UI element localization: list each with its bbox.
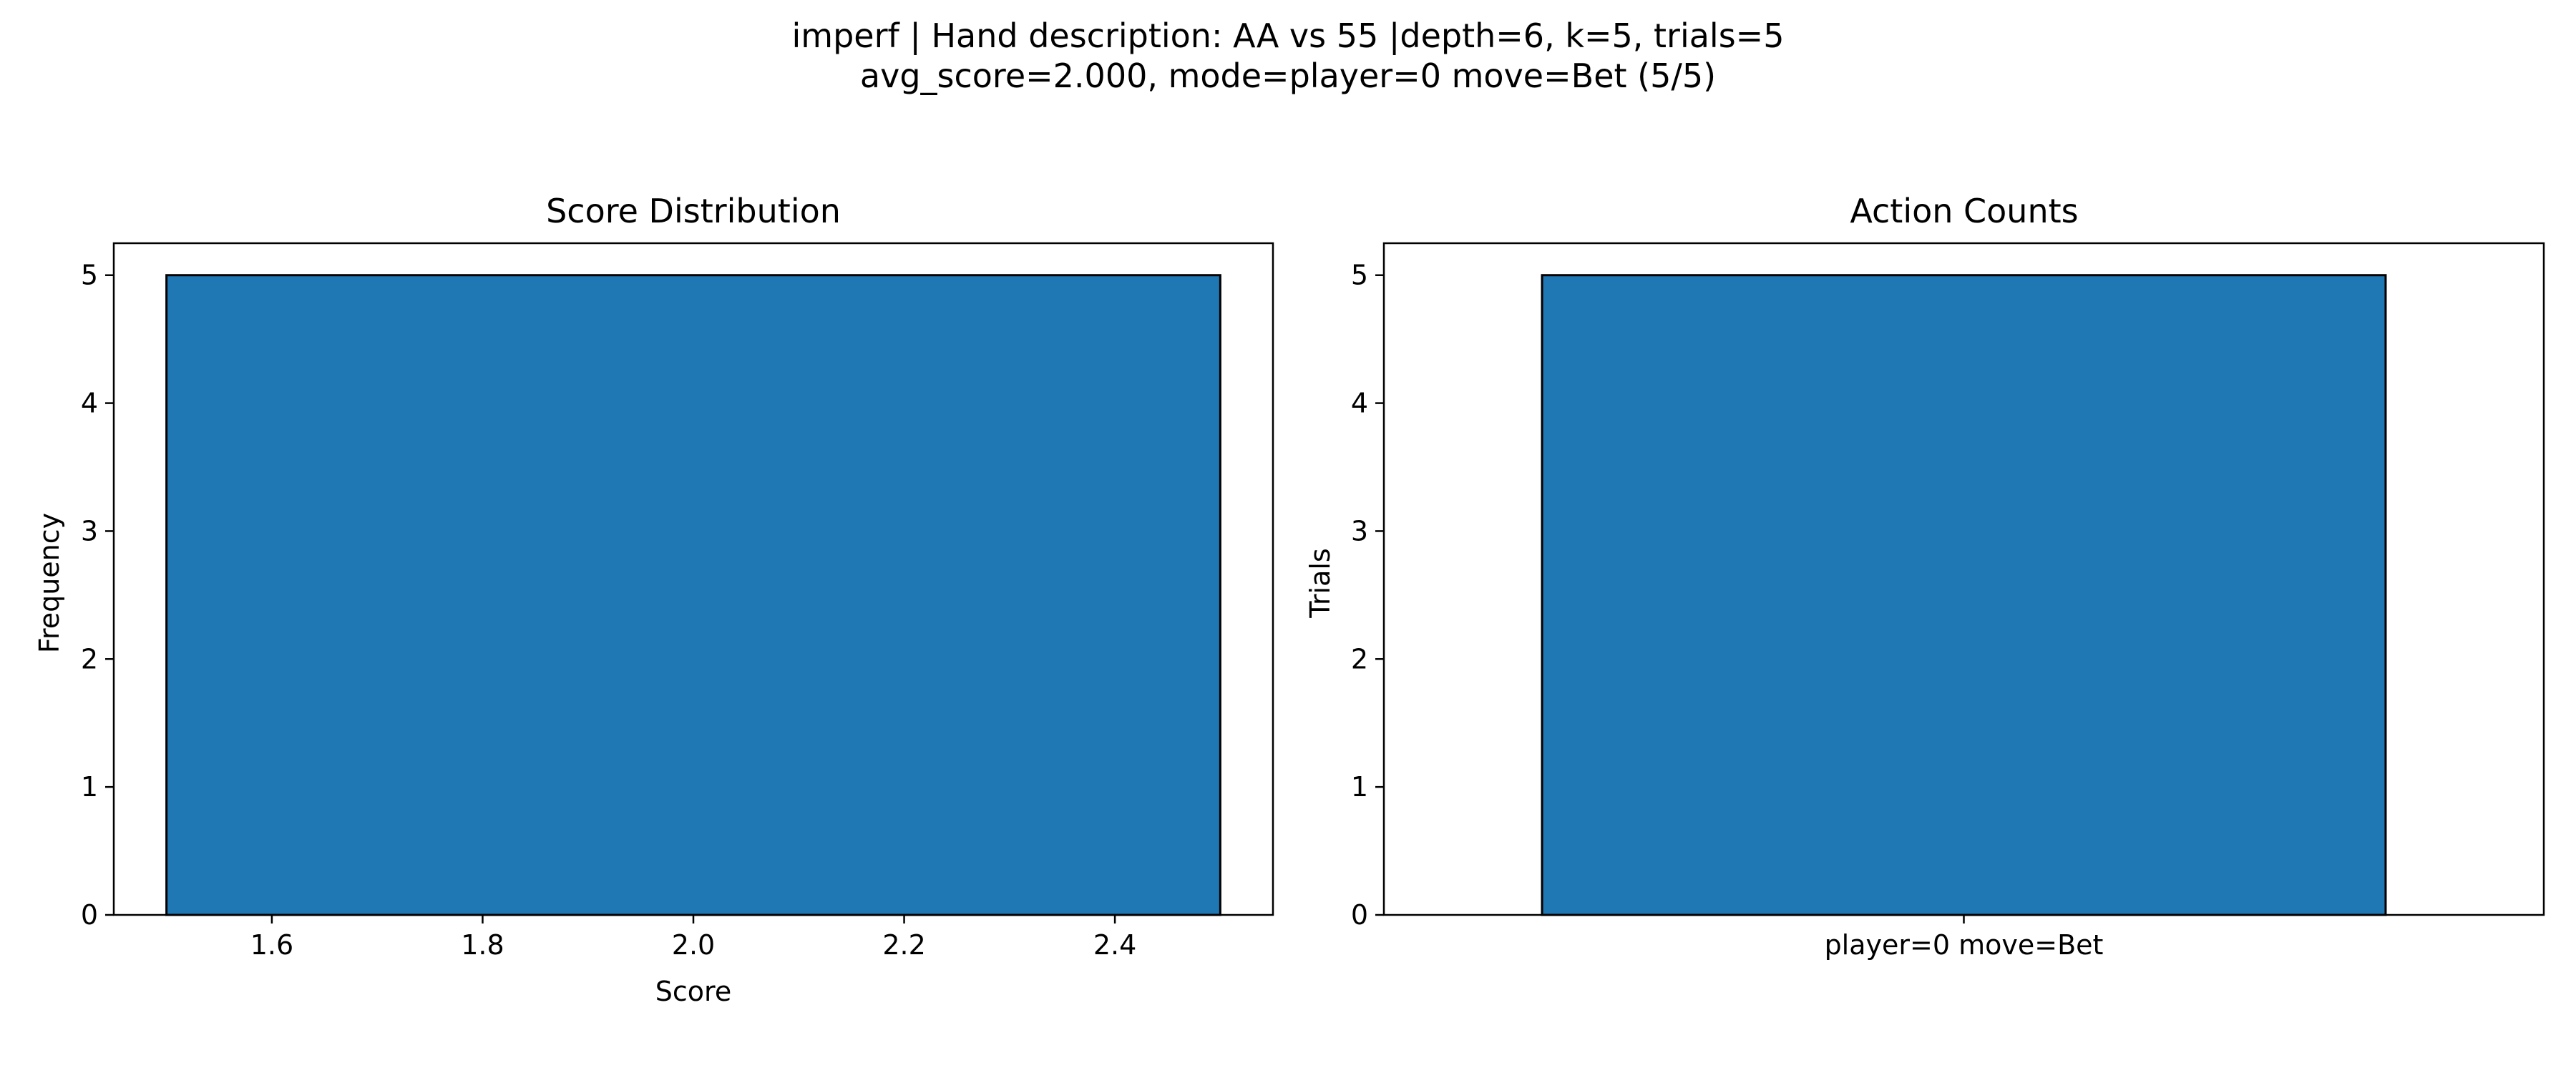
- action-counts-y-tick-label: 3: [1351, 515, 1368, 547]
- score-distribution-y-tick-label: 4: [81, 388, 98, 419]
- action-counts-bar-0: [1541, 274, 2387, 916]
- action-counts-x-ticks: player=0 move=Bet: [1825, 915, 2104, 961]
- action-counts-y-tick-label: 2: [1351, 643, 1368, 675]
- action-counts-title: Action Counts: [1850, 192, 2078, 230]
- score-distribution-x-tick-label: 1.6: [250, 929, 293, 961]
- action-counts-x-tick-label: player=0 move=Bet: [1825, 929, 2104, 961]
- score-distribution-y-tick-label: 2: [81, 643, 98, 675]
- score-distribution-y-tick-label: 0: [81, 899, 98, 931]
- score-distribution-x-ticks: 1.6 1.8 2.0 2.2 2.4: [250, 915, 1136, 961]
- score-distribution-x-tick-label: 2.2: [882, 929, 925, 961]
- action-counts-bars: [1541, 274, 2387, 916]
- score-distribution-y-tick-label: 3: [81, 515, 98, 547]
- score-distribution-y-ticks: 0 1 2 3 4 5: [81, 260, 114, 931]
- score-distribution-x-axis-label: Score: [655, 976, 731, 1007]
- score-distribution-bar-0: [165, 274, 1221, 916]
- score-distribution-y-tick-label: 1: [81, 771, 98, 803]
- score-distribution-axes: Score Distribution 1.6 1.8 2.0 2.2 2.4 0 1 2 3 4…: [34, 192, 1274, 1007]
- action-counts-y-axis-label: Trials: [1304, 548, 1336, 618]
- score-distribution-x-tick-label: 2.4: [1093, 929, 1136, 961]
- figure-title-line2: avg_score=2.000, mode=player=0 move=Bet …: [860, 57, 1716, 95]
- score-distribution-bars: [165, 274, 1221, 916]
- score-distribution-x-tick-label: 2.0: [672, 929, 715, 961]
- action-counts-y-tick-label: 5: [1351, 260, 1368, 291]
- action-counts-axes: Action Counts player=0 move=Bet 0 1 2 3 4 5 T…: [1304, 192, 2545, 961]
- action-counts-y-tick-label: 1: [1351, 771, 1368, 803]
- score-distribution-y-tick-label: 5: [81, 260, 98, 291]
- score-distribution-title: Score Distribution: [546, 192, 841, 230]
- score-distribution-y-axis-label: Frequency: [34, 513, 65, 653]
- figure-title-line1: imperf | Hand description: AA vs 55 |dep…: [792, 16, 1785, 56]
- score-distribution-x-tick-label: 1.8: [461, 929, 504, 961]
- action-counts-y-tick-label: 0: [1351, 899, 1368, 931]
- action-counts-y-tick-label: 4: [1351, 388, 1368, 419]
- action-counts-y-ticks: 0 1 2 3 4 5: [1351, 260, 1384, 931]
